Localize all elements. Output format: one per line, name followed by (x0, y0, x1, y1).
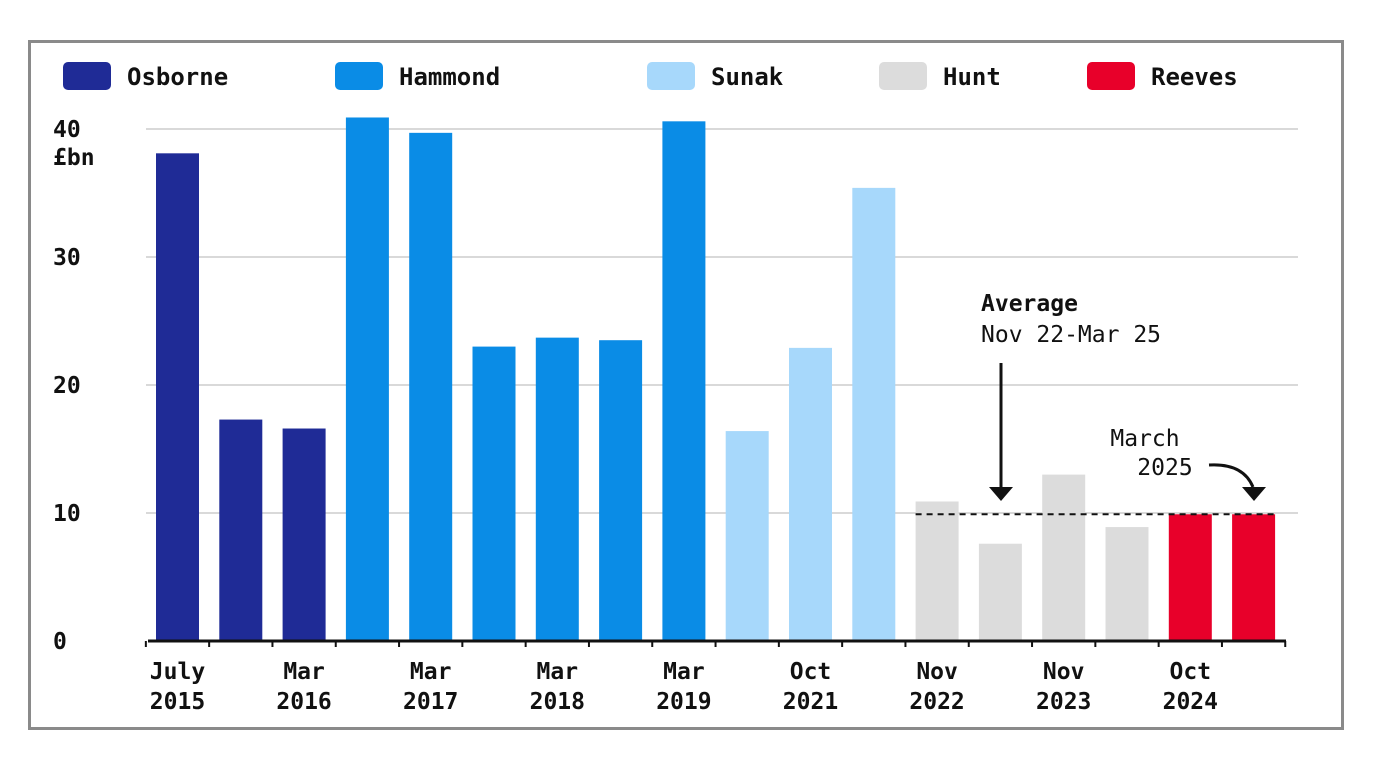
bar-hammond (472, 346, 516, 641)
x-axis (144, 639, 1287, 647)
bar-hammond (662, 121, 706, 641)
x-tick-label-line1: Oct (1170, 659, 1212, 685)
legend-swatch-hunt (879, 62, 927, 90)
x-tick-label-line2: 2016 (276, 689, 331, 715)
y-axis-ticks: 0 10 20 30 40£bn (53, 117, 95, 655)
bar-reeves (1232, 514, 1276, 641)
y-tick-label: 20 (53, 373, 81, 399)
bar-osborne (156, 153, 199, 641)
x-tick-label-line2: 2019 (656, 689, 711, 715)
legend: Osborne Hammond Sunak Hunt Reeves (63, 62, 1238, 91)
bar-chart: 0 10 20 30 40£bn July 2015 Mar 2016 Mar 2017 Mar 20… (53, 62, 1298, 715)
y-axis-unit-label: £bn (53, 145, 95, 171)
bar-sunak (789, 347, 832, 641)
legend-swatch-reeves (1087, 62, 1135, 90)
x-tick-label-line1: Nov (1043, 659, 1085, 685)
bars (156, 117, 1276, 642)
x-tick-label-line1: July (150, 659, 206, 685)
x-tick-label-line1: Nov (916, 659, 958, 685)
x-tick-label-line1: Mar (283, 659, 325, 685)
gridlines (146, 128, 1298, 514)
x-tick-label-line2: 2023 (1036, 689, 1091, 715)
x-axis-ticks: July 2015 Mar 2016 Mar 2017 Mar 2018 Mar 2019 Oct 2… (150, 659, 1218, 715)
x-tick-label-line2: 2021 (783, 689, 838, 715)
chart-frame: 0 10 20 30 40 £bn July 2015 Mar 2016 Mar 2017 Mar 20… (28, 40, 1344, 730)
x-tick-label-line1: Mar (410, 659, 452, 685)
march-annotation-line2: 2025 (1137, 455, 1192, 481)
bar-sunak (725, 431, 769, 641)
march-arrow-curve (1208, 463, 1255, 488)
bar-osborne (282, 428, 326, 641)
x-tick-label-line2: 2022 (909, 689, 964, 715)
y-tick-label: 10 (53, 501, 81, 527)
bar-hunt (1042, 474, 1086, 641)
march-arrow-head (1242, 487, 1266, 501)
legend-label-sunak: Sunak (711, 63, 784, 91)
bar-sunak (852, 187, 896, 641)
x-tick-label-line2: 2024 (1163, 689, 1218, 715)
legend-label-hunt: Hunt (943, 63, 1001, 91)
bar-osborne (219, 419, 263, 641)
march-annotation-line1: March (1110, 426, 1179, 452)
y-tick-label: 0 (53, 629, 67, 655)
legend-swatch-hammond (335, 62, 383, 90)
bar-hammond (409, 132, 453, 641)
x-tick-label-line2: 2015 (150, 689, 205, 715)
bar-reeves (1168, 514, 1212, 641)
legend-swatch-sunak (647, 62, 695, 90)
bar-hammond (599, 340, 643, 641)
average-annotation-range: Nov 22-Mar 25 (981, 322, 1161, 348)
bar-hunt (978, 543, 1022, 641)
y-tick-label: 30 (53, 245, 81, 271)
bar-hunt (1105, 527, 1149, 641)
legend-label-hammond: Hammond (399, 63, 500, 91)
bar-hunt (915, 501, 959, 641)
legend-label-reeves: Reeves (1151, 63, 1238, 91)
x-tick-label-line2: 2017 (403, 689, 458, 715)
average-annotation-title: Average (981, 291, 1078, 317)
legend-swatch-osborne (63, 62, 111, 90)
y-tick-label: 40 (53, 117, 81, 143)
bar-hammond (345, 117, 389, 642)
x-tick-label-line1: Oct (790, 659, 832, 685)
x-tick-label-line1: Mar (663, 659, 705, 685)
x-tick-label-line1: Mar (537, 659, 579, 685)
bar-hammond (535, 337, 579, 641)
legend-label-osborne: Osborne (127, 63, 228, 91)
annotations: Average Nov 22-Mar 25 March 2025 (981, 291, 1266, 501)
x-tick-label-line2: 2018 (530, 689, 585, 715)
average-arrow-head (989, 487, 1013, 501)
